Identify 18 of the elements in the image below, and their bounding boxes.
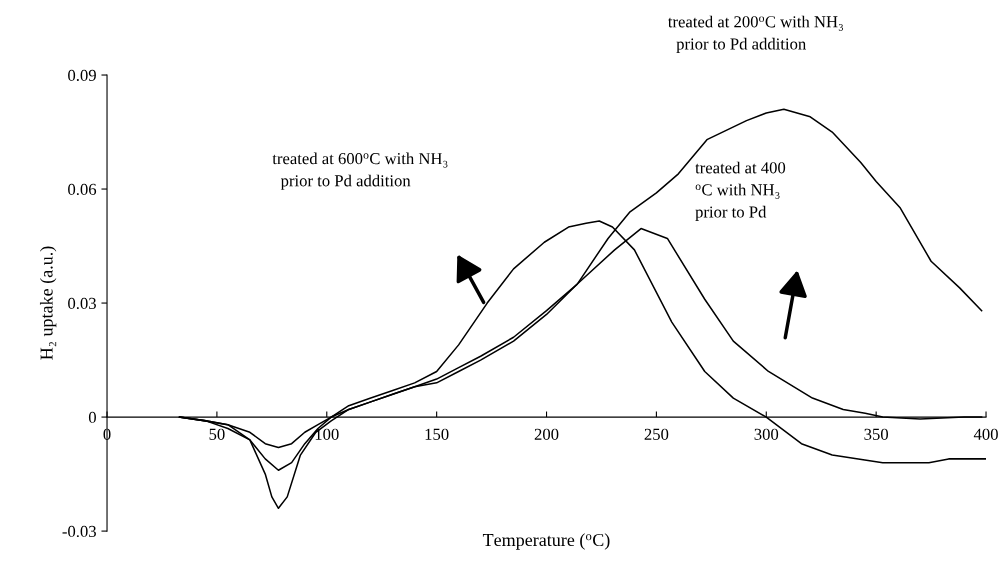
x-tick-label: 350: [864, 428, 889, 440]
y-tick-label: 0.03: [68, 297, 96, 310]
x-tick-label: 400: [973, 428, 998, 440]
y-tick-label: 0.09: [68, 69, 96, 82]
annotation: treated at 600$^{o}$C with NH₃ prior to Pd addition: [272, 152, 448, 190]
x-tick-label: 250: [644, 428, 669, 440]
y-axis-title: H₂ uptake (a.u.): [39, 246, 57, 360]
x-tick-label: 150: [425, 428, 449, 440]
x-tick-label: 100: [315, 428, 339, 440]
y-tick-label: -0.03: [62, 525, 96, 538]
x-tick-label: 300: [754, 428, 779, 440]
x-tick-label: 200: [534, 428, 559, 440]
y-tick-label: 0.06: [68, 183, 97, 196]
x-tick-label: 50: [209, 428, 225, 440]
x-axis-title: Temperature ($^{o}$C): [482, 533, 610, 550]
annotation: treated at 400 $^{o}$C with NH₃ prior to Pd: [695, 161, 786, 221]
y-tick-label: 0: [88, 411, 96, 424]
text: treated at 200$^{o}$C with NH₃ prior to Pd addition: [667, 15, 843, 53]
